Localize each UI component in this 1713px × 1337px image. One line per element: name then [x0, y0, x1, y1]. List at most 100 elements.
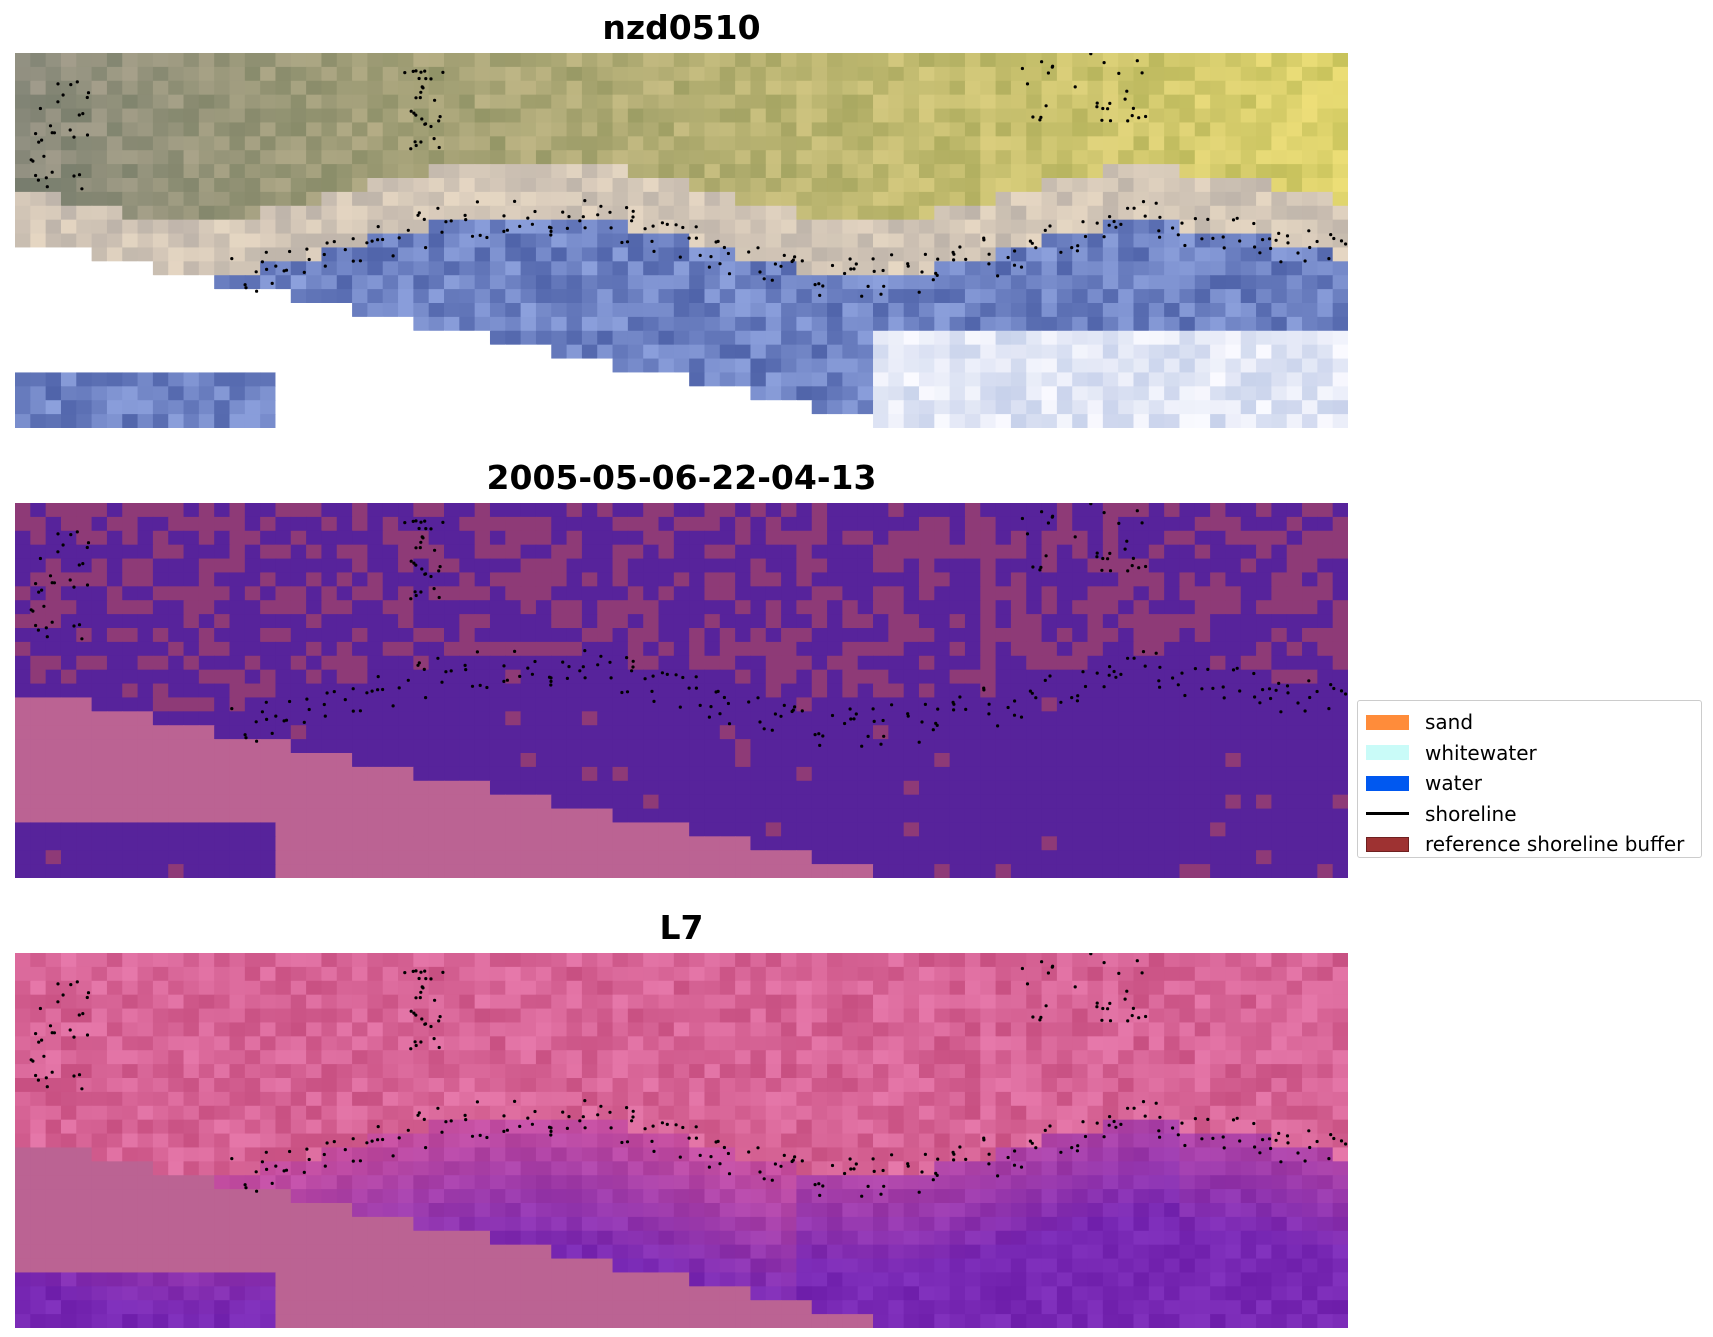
classified-pixel [367, 766, 384, 782]
classified-pixel [781, 669, 798, 685]
rgb-pixel [1317, 247, 1334, 262]
rgb-pixel [321, 303, 338, 318]
classified-pixel [964, 780, 981, 796]
rgb-pixel [505, 261, 522, 276]
classified-pixel [198, 808, 215, 824]
rgb-pixel [290, 247, 307, 262]
rgb-pixel [581, 372, 598, 387]
classified-pixel [827, 544, 843, 560]
classified-pixel [91, 697, 108, 712]
classified-pixel [398, 641, 414, 657]
classified-pixel [489, 516, 506, 532]
rgb-pixel [566, 400, 583, 415]
rgb-pixel [1148, 386, 1165, 401]
rgb-pixel [1332, 275, 1348, 290]
rgb-pixel [321, 414, 338, 428]
shoreline-point [583, 199, 587, 203]
classified-pixel [367, 558, 384, 574]
classified-pixel [260, 558, 277, 574]
rgb-pixel [903, 233, 920, 249]
rgb-pixel [229, 372, 246, 387]
rgb-pixel [1286, 205, 1303, 221]
rgb-pixel [551, 344, 568, 360]
panel-title-rgb: nzd0510 [602, 8, 761, 47]
classified-pixel [597, 683, 614, 699]
rgb-pixel [15, 289, 31, 304]
rgb-pixel [827, 289, 843, 304]
rgb-pixel [229, 94, 246, 110]
classified-pixel [30, 725, 47, 740]
rgb-pixel [964, 53, 981, 68]
classified-pixel [1225, 586, 1242, 601]
shoreline-point [599, 204, 603, 208]
classified-pixel [765, 558, 782, 574]
rgb-pixel [183, 330, 200, 346]
rgb-pixel [76, 164, 93, 179]
shoreline-point [1307, 229, 1311, 233]
classified-pixel [244, 503, 261, 518]
rgb-pixel [1056, 94, 1073, 110]
classified-pixel [719, 516, 736, 532]
rgb-pixel [336, 94, 353, 110]
classified-pixel [934, 516, 951, 532]
shoreline-point [243, 283, 247, 287]
classified-pixel [811, 822, 828, 837]
classified-pixel [1240, 836, 1257, 851]
classified-pixel [535, 711, 552, 726]
classified-pixel [735, 503, 752, 518]
rgb-pixel [352, 261, 368, 276]
rgb-pixel [1286, 358, 1303, 374]
classified-pixel [1056, 641, 1073, 657]
rgb-pixel [1179, 344, 1196, 360]
classified-pixel [811, 780, 828, 796]
rgb-pixel [551, 80, 568, 96]
rgb-pixel [1133, 289, 1150, 304]
rgb-pixel [1164, 191, 1181, 207]
classified-pixel [903, 753, 920, 768]
classified-pixel [535, 850, 552, 865]
classified-pixel [183, 669, 200, 685]
rgb-pixel [1194, 261, 1211, 276]
rgb-pixel [1225, 205, 1242, 221]
classified-pixel [30, 766, 47, 782]
classified-pixel [980, 725, 997, 740]
rgb-pixel [306, 205, 323, 221]
rgb-pixel [30, 205, 47, 221]
rgb-pixel [336, 289, 353, 304]
rgb-pixel [1041, 178, 1058, 193]
classified-pixel [275, 780, 292, 796]
rgb-pixel [811, 358, 828, 374]
rgb-pixel [781, 66, 798, 82]
rgb-pixel [1164, 53, 1181, 68]
rgb-pixel [474, 358, 491, 374]
rgb-pixel [398, 94, 414, 110]
shoreline-point [1039, 115, 1043, 119]
classified-pixel [229, 669, 246, 685]
rgb-pixel [474, 289, 491, 304]
shoreline-point [254, 270, 258, 274]
rgb-pixel [137, 164, 154, 179]
rgb-pixel [306, 94, 323, 110]
classified-pixel [60, 516, 77, 532]
classified-pixel [122, 572, 139, 587]
rgb-pixel [827, 136, 843, 151]
classified-pixel [76, 697, 93, 712]
shoreline-point [505, 228, 509, 232]
classified-pixel [336, 850, 353, 865]
classified-pixel [704, 530, 721, 546]
classified-pixel [1286, 558, 1303, 574]
shoreline-point [652, 249, 656, 253]
rgb-pixel [336, 330, 353, 346]
rgb-pixel [918, 261, 935, 276]
rgb-pixel [796, 247, 813, 262]
classified-pixel [45, 725, 62, 740]
rgb-pixel [842, 400, 859, 415]
classified-pixel [934, 711, 951, 726]
classified-pixel [765, 808, 782, 824]
rgb-pixel [934, 66, 951, 82]
rgb-pixel [1133, 191, 1150, 207]
classified-pixel [1118, 711, 1135, 726]
rgb-pixel [1332, 164, 1348, 179]
rgb-pixel [704, 80, 721, 96]
classified-pixel [1225, 850, 1242, 865]
